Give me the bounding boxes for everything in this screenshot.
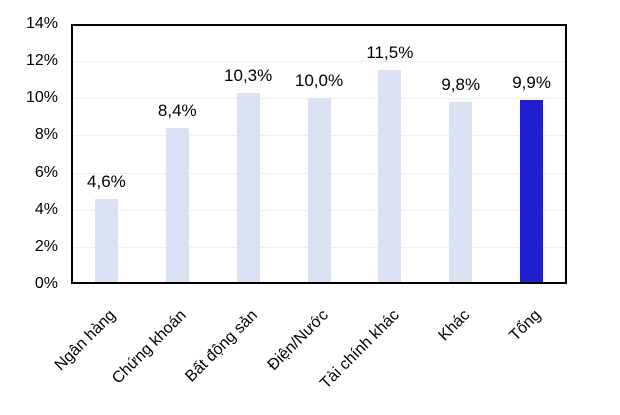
bar <box>520 100 544 284</box>
y-axis-tick-label: 2% <box>34 237 58 255</box>
bar-value-label: 10,0% <box>294 71 344 91</box>
x-axis-category-label: Khác <box>435 306 474 345</box>
bar <box>94 198 118 284</box>
x-axis-category-label: Bất động sản <box>182 306 261 386</box>
x-axis-category-label: Ngân hàng <box>51 306 120 375</box>
bar-value-label: 9,8% <box>441 75 481 94</box>
bar-value-label: 8,4% <box>157 101 197 120</box>
y-axis-tick-label: 12% <box>25 52 58 70</box>
bar <box>236 92 260 284</box>
gridline <box>71 61 567 63</box>
x-axis-category-label: Tổng <box>506 306 545 345</box>
bar <box>378 70 402 284</box>
x-axis-category-label: Chứng khoán <box>109 306 191 388</box>
y-axis-tick-label: 6% <box>34 163 58 181</box>
bar <box>165 128 189 284</box>
bar-value-label: 10,3% <box>224 65 273 85</box>
y-axis-tick-label: 4% <box>34 200 58 218</box>
x-axis-category-label: Điện/Nước <box>264 306 332 374</box>
y-axis-tick-label: 10% <box>25 89 58 107</box>
y-axis-tick-label: 8% <box>34 126 58 144</box>
bar-value-label: 9,9% <box>512 73 551 93</box>
bar <box>449 102 473 284</box>
y-axis-tick-label: 0% <box>34 275 58 292</box>
y-axis-tick-label: 14% <box>25 15 58 32</box>
bar-value-label: 4,6% <box>87 171 126 191</box>
bar <box>307 98 331 284</box>
bar-value-label: 11,5% <box>366 43 414 63</box>
